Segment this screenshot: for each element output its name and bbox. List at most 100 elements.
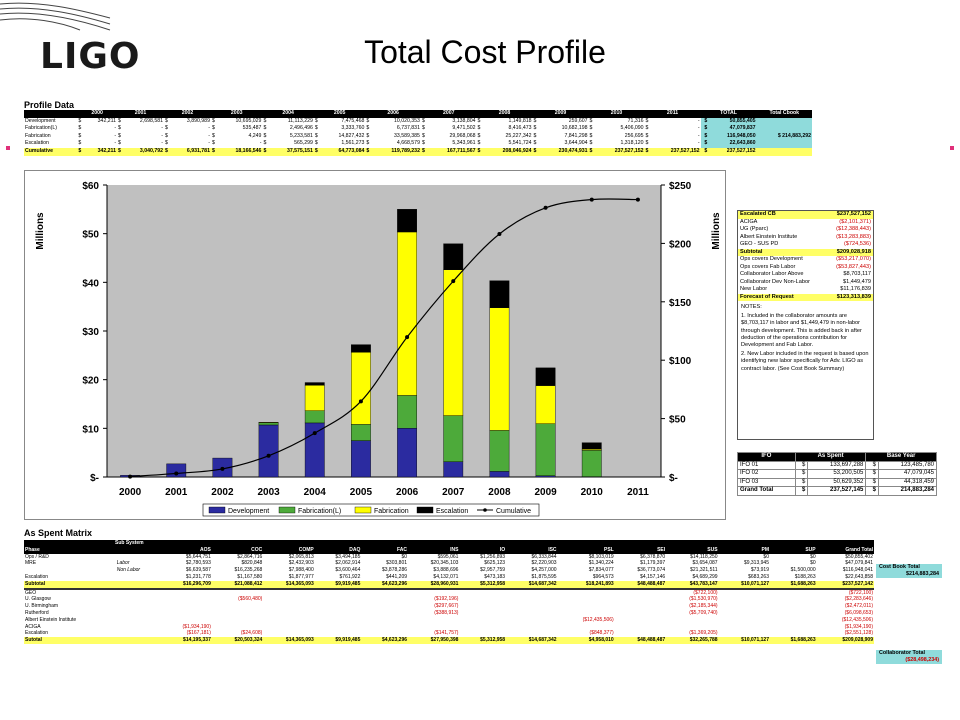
y-tick-label-right: $150 <box>669 298 692 309</box>
legend-label: Fabrication(L) <box>298 508 341 515</box>
matrix-row: Rutherford ($388,913) ($5,709,740) ($6,098,… <box>24 610 874 617</box>
matrix-cell: ($560,480) <box>238 596 263 603</box>
cost-row-value: $237,527,152 <box>826 211 873 219</box>
cost-row: Ops covers Fab Labor ($53,827,443) <box>738 264 873 272</box>
matrix-cell: $16,296,709 <box>159 580 212 588</box>
matrix-cell <box>506 624 557 631</box>
y-axis-title-right: Millions <box>711 212 722 250</box>
matrix-cell <box>615 610 666 617</box>
profile-cell: $ <box>533 117 537 124</box>
matrix-cell: ($12,435,506) <box>582 616 614 623</box>
profile-header-blank <box>24 110 78 118</box>
profile-row-label: Fabrication(L) <box>25 125 58 132</box>
matrix-cell: Non Labor <box>116 567 141 574</box>
matrix-cell <box>159 617 211 624</box>
ifo-header-row: IFO As Spent Base Year <box>737 452 937 462</box>
matrix-cell: $10,071,127 <box>718 637 770 644</box>
bar-fabrication-l-2006 <box>397 395 417 429</box>
profile-header-cell: 2003 <box>210 110 263 118</box>
cost-profile-chart: $- $10 $20 $30 $40 $50 $60 $- $50 $100 $150 $200 $25… <box>24 170 726 520</box>
profile-cell: 2,698,581 <box>139 117 163 124</box>
as-spent-header-row: Phase AOS COC COMP DAQ FAC INS IO ISC PSL SEI SUS PM… <box>24 546 874 554</box>
matrix-header-cell: AOS <box>159 546 212 554</box>
cumulative-point-2011 <box>635 197 640 202</box>
matrix-cell <box>116 596 160 603</box>
matrix-cell <box>116 590 160 597</box>
profile-row-label: Escalation <box>25 140 49 147</box>
matrix-cell <box>315 630 362 637</box>
profile-cell: $ <box>263 117 267 124</box>
matrix-cell: $1,500,000 <box>790 567 816 574</box>
matrix-cell: $1,688,263 <box>769 580 817 588</box>
matrix-cell <box>116 610 160 617</box>
matrix-header-cell: SUS <box>666 546 719 554</box>
matrix-cell <box>558 610 615 617</box>
profile-cell: $ <box>645 132 649 139</box>
cost-row-label: Escalated CB <box>738 211 827 219</box>
profile-cell: $ <box>533 140 537 147</box>
profile-header-cell: 2002 <box>164 110 211 118</box>
matrix-cell <box>615 603 666 610</box>
cost-book-total-label: Cost Book Total <box>876 564 942 571</box>
matrix-cell: ($167,181) <box>186 630 211 637</box>
x-tick-label: 2008 <box>488 487 511 498</box>
cost-row-label: Albert Einstein Institute <box>740 233 798 240</box>
profile-cell: 37,575,151 <box>270 147 314 156</box>
ifo-cell: Grand Total <box>737 486 796 496</box>
profile-header-cell: 2009 <box>532 110 589 118</box>
cost-row-label: Collaborator Dev Non-Labor <box>740 278 810 285</box>
profile-cell: 10,020,353 <box>393 117 420 124</box>
profile-cell: $ <box>477 132 481 139</box>
profile-cell: $ <box>477 117 481 124</box>
matrix-cell: Albert Einstein Institute <box>25 616 77 623</box>
profile-cell: $ <box>420 147 429 156</box>
matrix-cell: $4,157,146 <box>640 573 666 580</box>
profile-header-cell: TOTAL <box>700 110 757 118</box>
matrix-cell <box>408 617 459 624</box>
escalated-cost-box: Escalated CB $237,527,152 ACIGA ($2,101,371… <box>737 210 874 440</box>
matrix-cell: Rutherford <box>25 609 49 616</box>
profile-cell: 208,046,924 <box>484 147 533 156</box>
profile-cell: 29,968,068 <box>449 132 476 139</box>
x-tick-label: 2006 <box>396 487 419 498</box>
ifo-cell: $ <box>794 460 809 471</box>
matrix-cell <box>263 590 314 597</box>
x-tick-label: 2002 <box>211 487 234 498</box>
profile-cell: $ <box>77 147 85 156</box>
cumulative-point-2005 <box>358 399 363 404</box>
cost-row-value: $1,449,479 <box>843 278 871 285</box>
matrix-cell: $20,345,103 <box>430 560 459 567</box>
matrix-cell: ($6,098,653) <box>844 609 873 616</box>
profile-cbook-cell <box>756 140 812 148</box>
matrix-cell: $3,494,185 <box>335 553 361 560</box>
cost-row: GEO - SUS PD ($724,536) <box>738 241 873 249</box>
cumulative-point-2008 <box>497 232 502 237</box>
cumulative-point-2009 <box>543 205 548 210</box>
chart-legend: Development Fabrication(L) Fabrication Esca… <box>202 503 540 517</box>
matrix-cell <box>263 603 314 610</box>
x-tick-label: 2003 <box>257 487 280 498</box>
bar-escalation-2005 <box>351 344 371 353</box>
profile-cell: - <box>114 140 117 147</box>
bar-escalation-2007 <box>443 243 464 270</box>
legend-label: Escalation <box>436 508 468 515</box>
matrix-cell: $3,654,087 <box>692 560 718 567</box>
profile-cell: 3,138,804 <box>452 117 476 124</box>
profile-header-cell: 2006 <box>365 110 421 118</box>
profile-cell: $ <box>533 125 537 132</box>
matrix-cell <box>459 587 507 590</box>
matrix-cell <box>719 596 770 603</box>
matrix-row: MRE Labor $2,780,593 $820,848 $2,432,903 $2,0… <box>24 560 874 567</box>
x-tick-label: 2004 <box>304 487 327 498</box>
matrix-cell: $3,888,696 <box>433 567 459 574</box>
matrix-cell: $14,687,342 <box>506 580 558 588</box>
matrix-cell <box>770 596 817 603</box>
bar-escalation-2009 <box>535 367 556 386</box>
matrix-cell: $595,061 <box>437 553 459 560</box>
matrix-header-cell: PSL <box>557 546 615 554</box>
profile-cell: $ <box>421 132 425 139</box>
matrix-cell: $188,263 <box>794 573 816 580</box>
matrix-cell: $28,960,931 <box>408 580 460 588</box>
matrix-cell <box>615 630 666 637</box>
bar-fabrication-l-2005 <box>351 424 371 441</box>
